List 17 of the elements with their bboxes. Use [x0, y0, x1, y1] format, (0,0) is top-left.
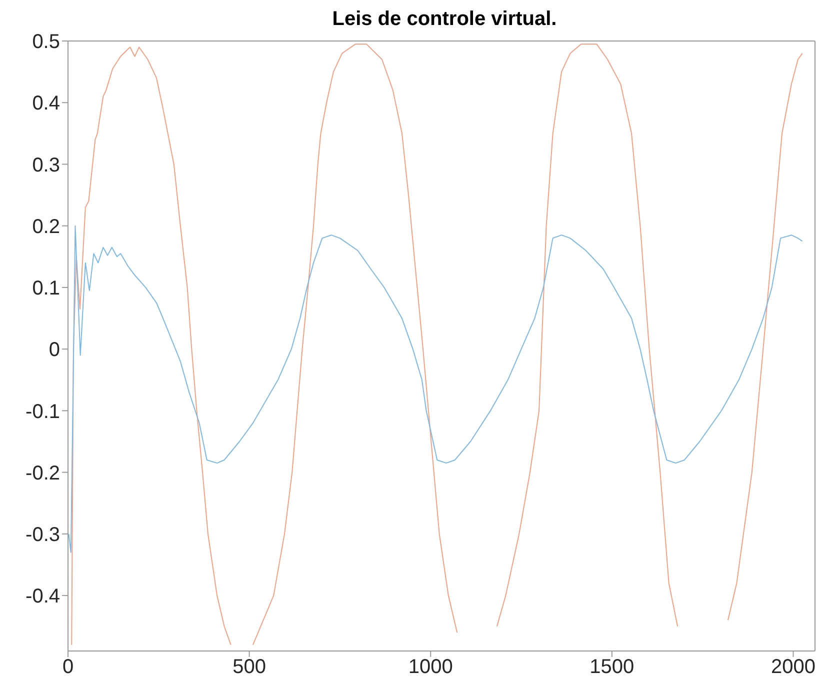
x-tick-label: 1000 [408, 656, 453, 678]
y-tick-label: -0.3 [26, 524, 60, 546]
x-tick-label: 500 [232, 656, 266, 678]
y-tick-label: 0.2 [32, 216, 60, 238]
y-tick-label: 0.4 [32, 92, 60, 115]
y-tick-label: 0 [48, 339, 60, 362]
y-tick-label: -0.1 [26, 400, 60, 423]
y-tick-label: 0.3 [32, 154, 60, 176]
y-tick-label: -0.2 [26, 462, 60, 484]
chart-title: Leis de controle virtual. [331, 8, 558, 32]
x-tick-label: 1500 [590, 656, 634, 678]
y-tick-label: -0.4 [26, 586, 60, 608]
y-tick-label: 0.1 [32, 278, 60, 300]
y-tick-label: 0.5 [32, 31, 60, 54]
line-series [68, 225, 803, 553]
x-tick-label: 0 [62, 656, 74, 678]
x-tick-label: 2000 [770, 656, 816, 678]
